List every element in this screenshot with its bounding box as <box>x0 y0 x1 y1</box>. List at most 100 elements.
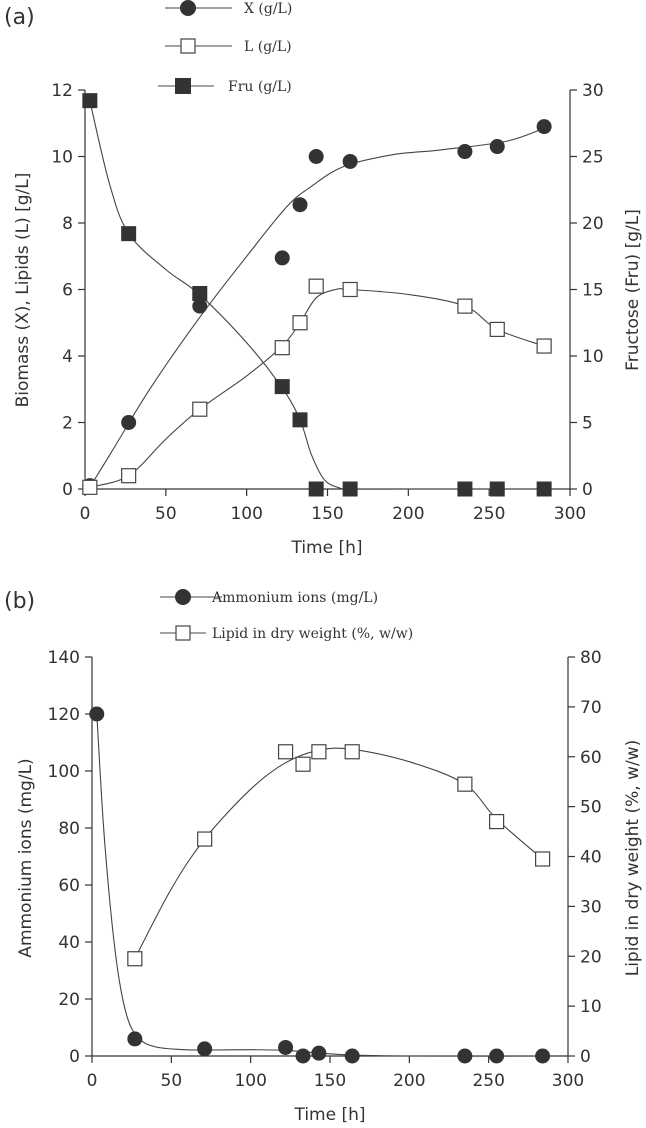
point-lipid-in-dry-weight-w-w <box>344 744 360 760</box>
point-ammonium-ions-mg-l <box>127 1031 143 1047</box>
point-fru-g-l <box>121 226 137 242</box>
panel-a-chart: (a) X (g/L) L (g/L) Fru (g/L) 0 50 100 15 <box>4 0 643 558</box>
right-y-tick-label: 50 <box>580 798 602 818</box>
right-y-tick-label: 0 <box>580 1047 591 1067</box>
point-lipid-in-dry-weight-w-w <box>535 851 551 867</box>
left-y-tick-label: 40 <box>58 933 80 953</box>
point-lipid-in-dry-weight-w-w <box>457 776 473 792</box>
left-y-tick-label: 6 <box>62 281 73 301</box>
panel-b-right-axis-title: Lipid in dry weight (%, w/w) <box>623 740 643 977</box>
point-l-g-l <box>342 281 358 298</box>
x-tick-label: 200 <box>392 504 424 524</box>
legend-item-x: X (g/L) <box>165 0 292 17</box>
x-tick-label: 300 <box>554 504 586 524</box>
point-l-g-l <box>536 338 552 354</box>
point-ammonium-ions-mg-l <box>344 1048 360 1064</box>
panel-a-x-ticks: 0 50 100 150 200 250 300 <box>80 489 586 524</box>
point-fru-g-l <box>457 481 473 497</box>
point-lipid-in-dry-weight-w-w <box>311 744 327 760</box>
point-x-g-l <box>457 144 473 160</box>
point-l-g-l <box>274 340 290 356</box>
point-ammonium-ions-mg-l <box>457 1048 473 1064</box>
left-y-tick-label: 100 <box>48 762 80 782</box>
point-l-g-l <box>457 298 473 314</box>
point-fru-g-l <box>82 93 98 109</box>
point-fru-g-l <box>536 481 552 497</box>
point-lipid-in-dry-weight-w-w <box>127 951 143 967</box>
x-tick-label: 250 <box>473 504 505 524</box>
point-fru-g-l <box>192 285 208 301</box>
point-fru-g-l <box>274 379 290 395</box>
point-lipid-in-dry-weight-w-w <box>489 813 505 830</box>
panel-b-legend: Ammonium ions (mg/L) Lipid in dry weight… <box>160 589 413 642</box>
panel-a-right-ticks: 0 5 10 15 20 25 30 <box>570 81 604 500</box>
panel-b-left-ticks: 0 20 40 60 80 100 120 140 <box>48 648 92 1067</box>
right-y-tick-label: 25 <box>582 148 604 168</box>
fit-curve-x-g-l <box>89 127 545 488</box>
panel-b-chart: (b) Ammonium ions (mg/L) Lipid in dry we… <box>4 589 643 1125</box>
panel-a-legend: X (g/L) L (g/L) Fru (g/L) <box>158 0 292 95</box>
x-tick-label: 150 <box>311 504 343 524</box>
legend-marker-x <box>180 0 196 16</box>
right-y-tick-label: 20 <box>580 947 602 967</box>
legend-label-ammonium: Ammonium ions (mg/L) <box>211 590 378 606</box>
point-ammonium-ions-mg-l <box>89 706 105 722</box>
panel-b-right-ticks: 0 10 20 30 40 50 60 70 80 <box>568 648 602 1067</box>
left-y-tick-label: 4 <box>62 347 73 367</box>
right-y-tick-label: 30 <box>582 81 604 101</box>
right-y-tick-label: 70 <box>580 698 602 718</box>
panel-a-x-axis-title: Time [h] <box>290 538 362 558</box>
x-tick-label: 50 <box>155 504 177 524</box>
point-x-g-l <box>342 153 358 169</box>
point-ammonium-ions-mg-l <box>278 1039 294 1055</box>
left-y-tick-label: 10 <box>51 148 73 168</box>
right-y-tick-label: 30 <box>580 897 602 917</box>
legend-label-x: X (g/L) <box>244 1 292 17</box>
point-lipid-in-dry-weight-w-w <box>197 831 213 847</box>
point-fru-g-l <box>292 412 308 428</box>
right-y-tick-label: 40 <box>580 848 602 868</box>
legend-label-fru: Fru (g/L) <box>228 79 292 95</box>
legend-item-l: L (g/L) <box>165 38 292 55</box>
right-y-tick-label: 10 <box>582 347 604 367</box>
left-y-tick-label: 80 <box>58 819 80 839</box>
legend-label-lipid-dw: Lipid in dry weight (%, w/w) <box>212 626 413 642</box>
point-l-g-l <box>82 479 98 495</box>
right-y-tick-label: 80 <box>580 648 602 668</box>
point-ammonium-ions-mg-l <box>295 1048 311 1064</box>
right-y-tick-label: 10 <box>580 997 602 1017</box>
right-y-tick-label: 5 <box>582 414 593 434</box>
point-ammonium-ions-mg-l <box>535 1048 551 1064</box>
point-x-g-l <box>121 415 137 430</box>
x-tick-label: 150 <box>314 1071 346 1091</box>
left-y-tick-label: 60 <box>58 876 80 896</box>
left-y-tick-label: 0 <box>62 480 73 500</box>
point-x-g-l <box>308 149 324 164</box>
panel-b-tag: (b) <box>4 589 35 614</box>
x-tick-label: 100 <box>234 1071 266 1091</box>
x-tick-label: 250 <box>472 1071 504 1091</box>
point-x-g-l <box>489 139 505 155</box>
x-tick-label: 100 <box>230 504 262 524</box>
panel-b-data-points <box>89 706 551 1064</box>
point-fru-g-l <box>342 481 358 497</box>
point-fru-g-l <box>308 481 324 497</box>
x-tick-label: 0 <box>87 1071 98 1091</box>
point-fru-g-l <box>489 481 505 497</box>
left-y-tick-label: 20 <box>58 990 80 1010</box>
legend-item-fru: Fru (g/L) <box>158 78 292 95</box>
point-x-g-l <box>192 298 208 314</box>
point-lipid-in-dry-weight-w-w <box>295 756 311 772</box>
legend-marker-ammonium <box>175 589 191 605</box>
panel-a-right-axis-title: Fructose (Fru) [g/L] <box>623 209 643 371</box>
fit-curve-ammonium-ions-mg-l <box>96 713 543 1057</box>
legend-item-lipid-dw: Lipid in dry weight (%, w/w) <box>160 625 413 642</box>
right-y-tick-label: 15 <box>582 281 604 301</box>
left-y-tick-label: 140 <box>48 648 80 668</box>
fit-curve-l-g-l <box>89 288 545 488</box>
point-l-g-l <box>292 315 308 331</box>
legend-marker-lipid-dw <box>175 625 191 641</box>
panel-a-left-ticks: 0 2 4 6 8 10 12 <box>51 81 85 500</box>
x-tick-label: 0 <box>80 504 91 524</box>
